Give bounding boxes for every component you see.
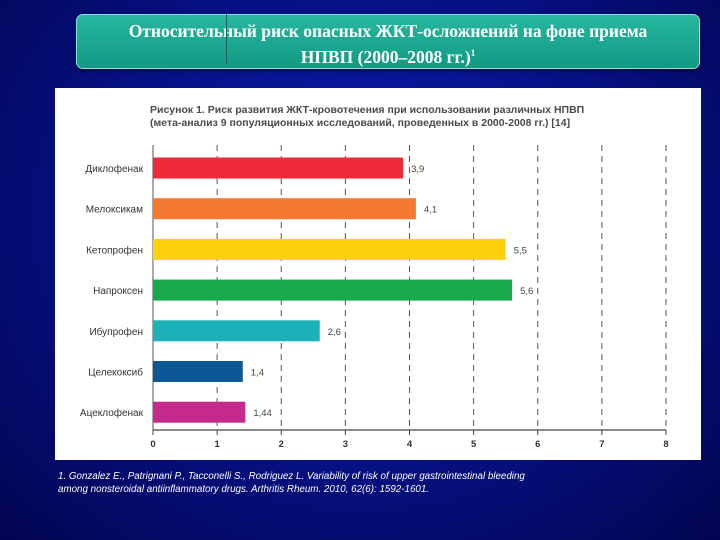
category-label: Ибупрофен (89, 326, 143, 338)
title-divider (226, 14, 227, 64)
value-label: 5,6 (520, 286, 533, 297)
x-tick-label: 0 (150, 439, 155, 450)
x-tick-label: 6 (535, 439, 540, 450)
x-tick-label: 8 (663, 439, 668, 450)
bar (153, 279, 513, 301)
category-label: Напроксен (93, 286, 143, 297)
bar (153, 238, 506, 260)
x-tick-label: 2 (279, 439, 284, 450)
value-label: 3,9 (411, 164, 424, 175)
bar-chart: 0 1 2 3 4 5 6 7 8 Диклофенак 3,9 Мелоксикам 4,1 Кетоп… (80, 145, 669, 450)
value-label: 5,5 (514, 245, 527, 256)
chart-title-line1: Рисунок 1. Риск развития ЖКТ-кровотечени… (150, 104, 585, 116)
bar (153, 157, 404, 179)
slide-title-line2-wrap: НПВП (2000–2008 гг.)1 (77, 42, 699, 68)
category-label: Мелоксикам (86, 205, 143, 216)
x-tick-label: 5 (471, 439, 477, 450)
value-label: 1,44 (253, 408, 272, 419)
slide-title-sup: 1 (470, 48, 476, 58)
slide-title-line1: Относительный риск опасных ЖКТ-осложнени… (128, 21, 648, 41)
footnote-line2: among nonsteroidal antiinflammatory drug… (58, 484, 430, 495)
value-label: 2,6 (328, 327, 341, 338)
bar (153, 401, 246, 423)
category-label: Кетопрофен (86, 244, 143, 256)
x-tick-label: 4 (407, 439, 413, 450)
bar (153, 361, 243, 382)
bar (153, 320, 320, 342)
value-label: 1,4 (251, 368, 264, 379)
chart-title-line2: (мета-анализ 9 популяционных исследовани… (150, 117, 571, 129)
x-tick-label: 3 (343, 439, 348, 450)
x-tick-label: 7 (599, 439, 604, 450)
slide-title-line2: НПВП (2000–2008 гг.) (300, 46, 471, 67)
category-label: Целекоксиб (88, 367, 143, 379)
bar (153, 198, 416, 220)
footnote-line1: 1. Gonzalez E., Patrignani P., Tacconell… (58, 471, 525, 482)
category-label: Диклофенак (85, 163, 143, 175)
footnote: 1. Gonzalez E., Patrignani P., Tacconell… (58, 470, 698, 496)
slide-title-box: Относительный риск опасных ЖКТ-осложнени… (76, 14, 700, 69)
category-label: Ацеклофенак (80, 407, 144, 419)
chart-title: Рисунок 1. Риск развития ЖКТ-кровотечени… (150, 104, 690, 130)
value-label: 4,1 (424, 205, 437, 216)
x-tick-label: 1 (214, 439, 220, 450)
chart-panel: Рисунок 1. Риск развития ЖКТ-кровотечени… (55, 88, 701, 460)
